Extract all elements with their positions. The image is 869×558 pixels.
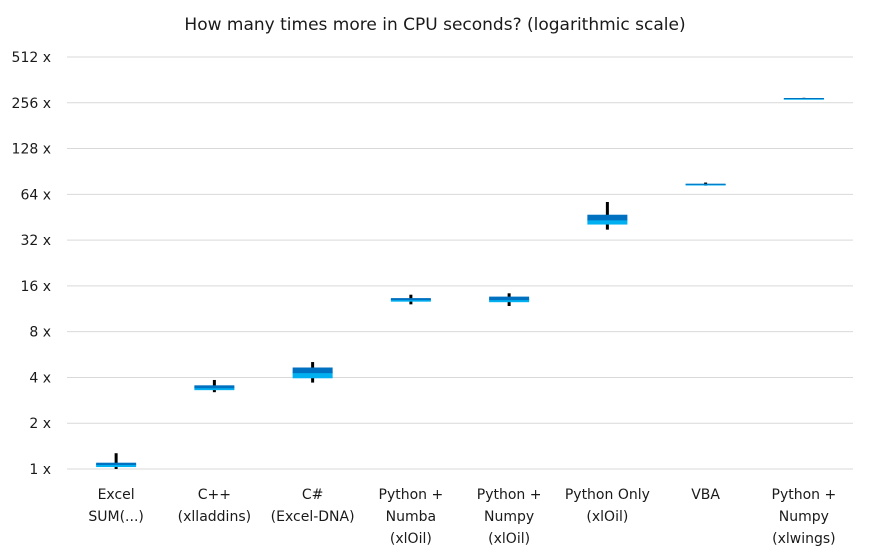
x-axis-labels: Excel SUM(...) C++ (xlladdins) C# (Excel-DNA)… [88, 487, 836, 547]
x-category-label-line: Numpy [484, 509, 534, 525]
box-lower [685, 184, 726, 186]
box-upper [292, 367, 333, 373]
x-category-label-line: Python + [477, 487, 542, 503]
box-lower [194, 387, 235, 391]
box-lower [292, 372, 333, 379]
box-group [96, 453, 137, 469]
x-category-label-line: (xlOil) [586, 509, 628, 525]
gridlines [67, 56, 853, 470]
box-group [194, 379, 235, 393]
x-category-label-line: (xlwings) [772, 531, 836, 547]
y-tick-label: 32 x [20, 233, 51, 249]
y-tick-label: 2 x [29, 416, 51, 432]
y-tick-label: 4 x [29, 370, 51, 386]
box-upper [390, 298, 431, 300]
x-category-label-line: (Excel-DNA) [271, 509, 355, 525]
y-tick-label: 128 x [12, 142, 51, 158]
y-tick-label: 256 x [12, 96, 51, 112]
chart-title: How many times more in CPU seconds? (log… [184, 15, 685, 35]
x-category-label: Python + Numpy (xlwings) [772, 487, 837, 547]
x-category-label-line: (xlOil) [488, 531, 530, 547]
x-category-label: Python Only (xlOil) [565, 487, 650, 525]
x-category-label: Python + Numba (xlOil) [379, 487, 444, 547]
y-tick-label: 64 x [20, 187, 51, 203]
x-category-label-line: Python Only [565, 487, 650, 503]
x-category-label-line: Excel [98, 487, 135, 503]
x-category-label-line: C# [302, 487, 324, 503]
box-upper [96, 462, 137, 465]
x-category-label-line: Numpy [779, 509, 829, 525]
x-category-label: VBA [691, 487, 720, 503]
box-group [292, 362, 333, 383]
x-category-label-line: C++ [198, 487, 231, 503]
x-category-label: Python + Numpy (xlOil) [477, 487, 542, 547]
x-category-label-line: Python + [772, 487, 837, 503]
y-tick-label: 1 x [29, 462, 51, 478]
y-axis-ticks: 1 x 2 x 4 x 8 x 16 x 32 x 64 x 128 x 256 x 512 x [12, 50, 51, 478]
x-category-label: Excel SUM(...) [88, 487, 144, 525]
x-category-label: C++ (xlladdins) [178, 487, 251, 525]
box-group [489, 293, 530, 306]
y-tick-label: 16 x [20, 279, 51, 295]
x-category-label-line: (xlOil) [390, 531, 432, 547]
box-lower [783, 98, 824, 100]
y-tick-label: 512 x [12, 50, 51, 66]
x-category-label-line: Numba [386, 509, 436, 525]
box-upper [489, 296, 530, 300]
box-group [390, 294, 431, 305]
box-group [685, 182, 726, 186]
boxes [96, 97, 824, 469]
x-category-label-line: VBA [691, 487, 720, 503]
box-upper [587, 214, 628, 220]
box-lower [489, 299, 530, 303]
box-upper [194, 385, 235, 388]
box-lower [587, 219, 628, 225]
y-tick-label: 8 x [29, 325, 51, 341]
x-category-label: C# (Excel-DNA) [271, 487, 355, 525]
box-lower [96, 464, 137, 468]
box-group [587, 201, 628, 230]
x-category-label-line: SUM(...) [88, 509, 144, 525]
box-lower [390, 299, 431, 302]
box-group [783, 97, 824, 100]
x-category-label-line: Python + [379, 487, 444, 503]
x-category-label-line: (xlladdins) [178, 509, 251, 525]
